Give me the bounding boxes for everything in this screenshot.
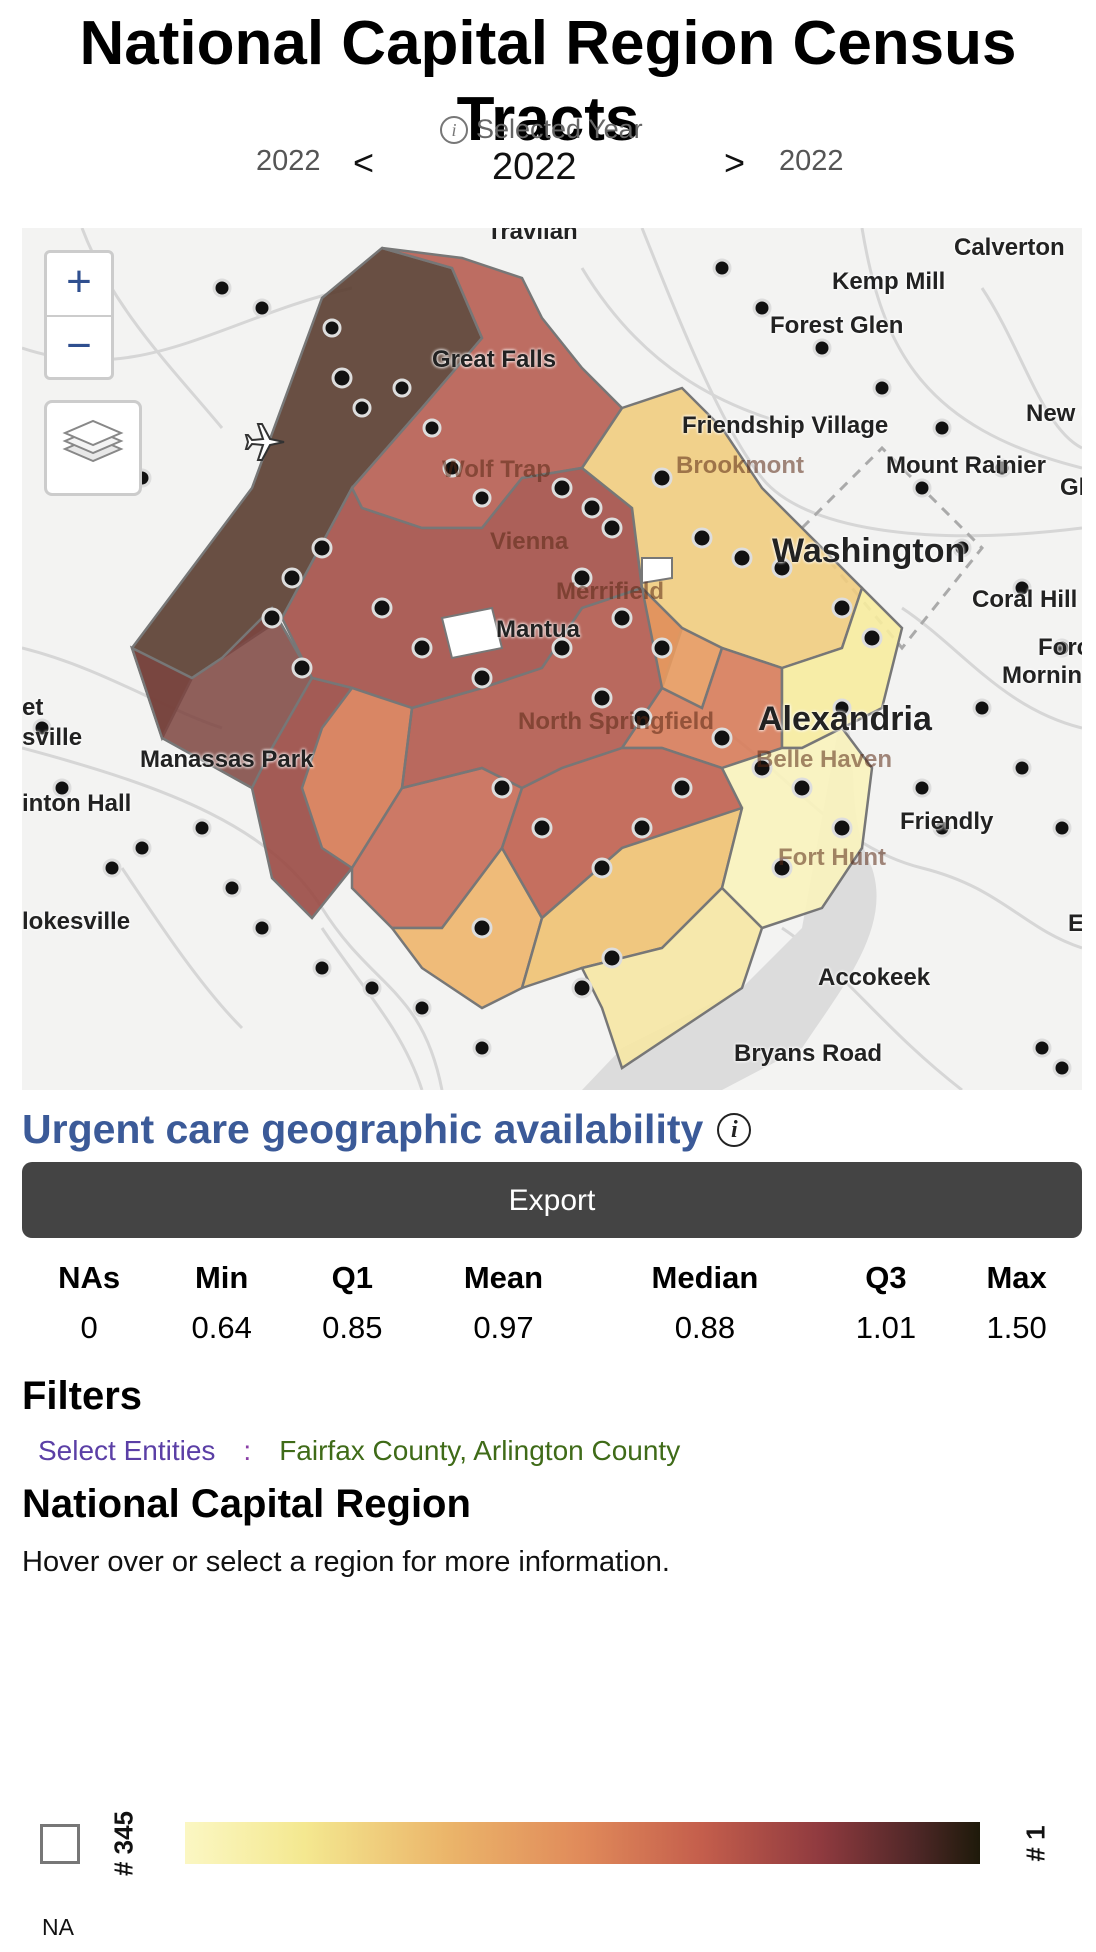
current-year-value: 2022: [492, 146, 577, 188]
stat-header-max: Max: [986, 1260, 1047, 1295]
map-label-washington: Washington: [772, 532, 966, 570]
stat-header-q3: Q3: [865, 1260, 907, 1295]
filters-heading: Filters: [22, 1374, 143, 1418]
map-label-kemp-mill: Kemp Mill: [832, 268, 946, 295]
stat-value-q3: 1.01: [855, 1310, 917, 1345]
stat-header-mean: Mean: [463, 1260, 544, 1295]
next-year-button[interactable]: >: [724, 142, 746, 183]
map-label-north-springfield: North Springfield: [518, 708, 714, 735]
measure-title-text: Urgent care geographic availability: [22, 1106, 704, 1152]
export-button[interactable]: Export: [22, 1162, 1082, 1238]
na-checkbox[interactable]: [40, 1824, 80, 1864]
stat-value-median: 0.88: [674, 1310, 736, 1345]
map-label-great-falls: Great Falls: [432, 346, 557, 373]
layers-button[interactable]: [44, 400, 142, 496]
map-label-sville: sville: [22, 724, 83, 751]
stat-value-max: 1.50: [986, 1310, 1047, 1345]
filter-row: Select Entities : Fairfax County, Arling…: [38, 1435, 680, 1467]
measure-title: Urgent care geographic availability i: [22, 1106, 752, 1153]
map-label-accokeek: Accokeek: [818, 964, 931, 991]
filter-separator: :: [243, 1435, 252, 1466]
selected-year-label: Selected Year: [476, 114, 643, 144]
previous-year-button[interactable]: <: [353, 142, 375, 183]
map-label-travilah: Travilah: [487, 228, 578, 245]
map-label-manassas-park: Manassas Park: [140, 746, 314, 773]
stat-header-q1: Q1: [331, 1260, 373, 1295]
map-label-mount-rainier: Mount Rainier: [886, 452, 1046, 479]
next-year-value: 2022: [779, 145, 844, 177]
map-label-forest-glen: Forest Glen: [770, 312, 904, 339]
stat-header-nas: NAs: [58, 1260, 121, 1295]
map-label-gl: Gl: [1060, 474, 1082, 501]
map-label-vienna: Vienna: [490, 528, 569, 555]
map-label-bryans-road: Bryans Road: [734, 1040, 883, 1067]
census-tract-polygons[interactable]: [129, 246, 904, 1070]
zoom-out-button[interactable]: −: [66, 321, 92, 370]
map-label-lokesville: lokesville: [22, 908, 131, 935]
map-label-mornin: Mornin: [1002, 662, 1082, 689]
map-label-e: E: [1068, 910, 1082, 937]
map-label-alexandria: Alexandria: [758, 700, 932, 738]
layers-icon: [62, 419, 124, 463]
stat-value-nas: 0: [80, 1310, 98, 1345]
map-label-inton-hall: inton Hall: [22, 790, 132, 817]
map-canvas: [22, 228, 1082, 1090]
map-label-wolf-trap: Wolf Trap: [442, 456, 551, 483]
map-label-forc: Forc: [1038, 634, 1082, 661]
map-label-coral-hill: Coral Hill: [972, 586, 1078, 613]
map-label-new-c: New C: [1026, 400, 1082, 427]
region-hint: Hover over or select a region for more i…: [22, 1546, 670, 1578]
stat-value-q1: 0.85: [322, 1310, 383, 1345]
map-label-et: et: [22, 694, 44, 721]
info-icon[interactable]: i: [440, 115, 468, 144]
region-title: National Capital Region: [22, 1482, 471, 1526]
potomac-river: [582, 708, 877, 1090]
legend-high-rank: # 1: [1020, 1825, 1051, 1862]
stat-header-min: Min: [194, 1260, 249, 1295]
zoom-in-button[interactable]: +: [47, 253, 111, 317]
map-label-mantua: Mantua: [496, 616, 580, 643]
filter-value: Fairfax County, Arlington County: [279, 1435, 681, 1466]
airport-icon: [244, 423, 285, 461]
select-entities-filter[interactable]: Select Entities: [38, 1435, 216, 1466]
map-label-brookmont: Brookmont: [676, 452, 804, 479]
map-label-friendship-village: Friendship Village: [682, 412, 889, 439]
stats-value-row: 0 0.64 0.85 0.97 0.88 1.01 1.50: [22, 1300, 1082, 1356]
year-selector-label: i Selected Year: [440, 114, 643, 145]
map-label-fort-hunt: Fort Hunt: [778, 844, 886, 871]
urgent-care-points[interactable]: [32, 258, 1072, 1078]
map-label-calverton: Calverton: [954, 234, 1065, 261]
map-label-friendly: Friendly: [900, 808, 994, 835]
stat-header-median: Median: [651, 1260, 759, 1295]
map-label-merrifield: Merrifield: [556, 578, 665, 605]
stats-header-row: NAs Min Q1 Mean Median Q3 Max: [22, 1256, 1082, 1300]
excluded-areas: [440, 557, 673, 660]
page-title: National Capital Region Census Tracts: [79, 9, 1017, 154]
previous-year-value: 2022: [256, 145, 321, 177]
na-label: NA: [42, 1914, 74, 1940]
stat-value-mean: 0.97: [473, 1310, 534, 1345]
legend-low-rank: # 345: [108, 1810, 139, 1877]
zoom-control: + −: [44, 250, 114, 380]
stat-value-min: 0.64: [191, 1310, 252, 1345]
choropleth-map[interactable]: Travilah Calverton Kemp Mill Forest Glen…: [22, 228, 1082, 1090]
tract-region-fort-belvoir: [580, 886, 764, 1070]
summary-stats-table: NAs Min Q1 Mean Median Q3 Max 0 0.64 0.8…: [22, 1256, 1082, 1356]
info-icon[interactable]: i: [717, 1112, 752, 1147]
color-scale-bar: [185, 1822, 980, 1864]
map-label-belle-haven: Belle Haven: [756, 746, 893, 773]
